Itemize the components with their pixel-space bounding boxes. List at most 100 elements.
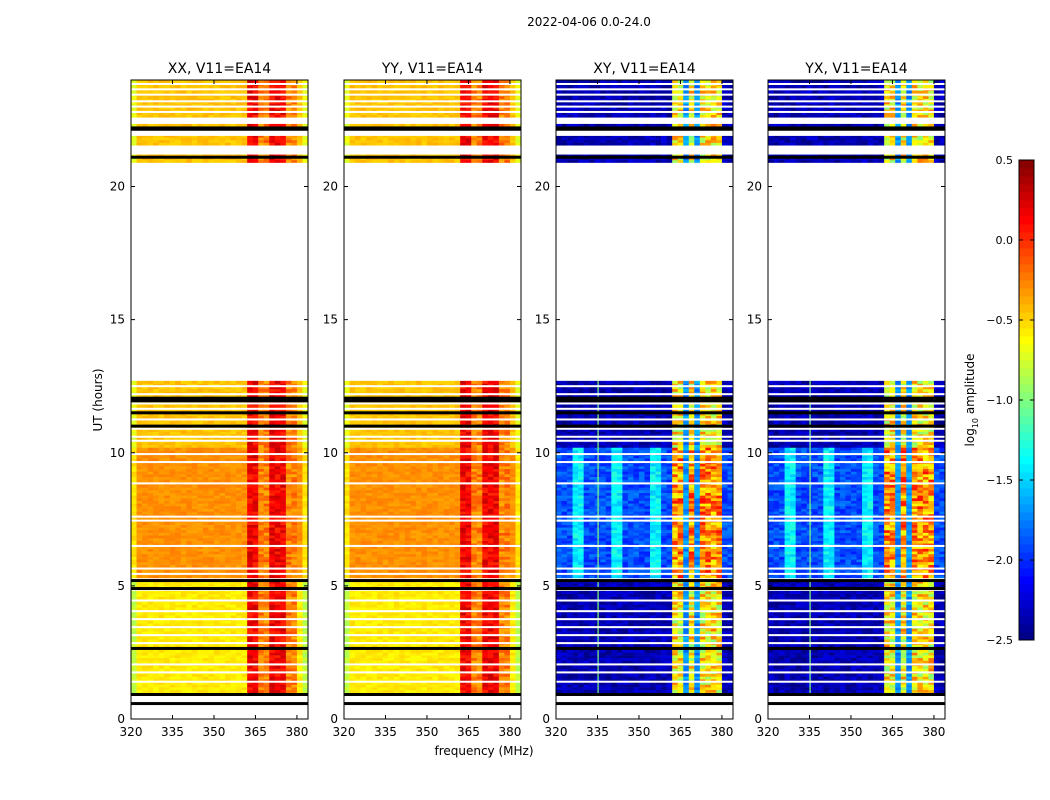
heatmap-cell bbox=[291, 556, 298, 560]
heatmap-cell bbox=[186, 655, 193, 659]
heatmap-cell bbox=[225, 569, 231, 573]
heatmap-cell bbox=[169, 639, 176, 643]
heatmap-cell bbox=[263, 490, 270, 493]
heatmap-cell bbox=[247, 137, 253, 141]
heatmap-cell bbox=[291, 90, 298, 94]
heatmap-cell bbox=[302, 114, 309, 118]
heatmap-cell bbox=[274, 668, 281, 672]
heatmap-cell bbox=[252, 109, 259, 113]
heatmap-cell bbox=[142, 679, 148, 683]
heatmap-cell bbox=[438, 657, 444, 661]
heatmap-cell bbox=[291, 655, 298, 659]
heatmap-cell bbox=[169, 615, 176, 619]
heatmap-cell bbox=[169, 431, 176, 435]
heatmap-cell bbox=[225, 676, 231, 680]
heatmap-cell bbox=[247, 490, 253, 493]
heatmap-cell bbox=[454, 676, 461, 680]
heatmap-cell bbox=[258, 444, 265, 448]
heatmap-cell bbox=[225, 620, 231, 624]
heatmap-cell bbox=[219, 521, 226, 525]
heatmap-cell bbox=[197, 428, 204, 432]
heatmap-cell bbox=[164, 543, 171, 547]
heatmap-cell bbox=[202, 604, 209, 608]
heatmap-cell bbox=[247, 508, 253, 512]
heatmap-cell bbox=[142, 604, 148, 608]
heatmap-cell bbox=[274, 511, 281, 515]
heatmap-cell bbox=[280, 676, 287, 680]
heatmap-cell bbox=[153, 679, 159, 683]
heatmap-cell bbox=[263, 575, 270, 579]
heatmap-cell bbox=[269, 583, 276, 587]
heatmap-cell bbox=[285, 492, 292, 496]
heatmap-cell bbox=[241, 111, 248, 115]
heatmap-cell bbox=[180, 561, 187, 565]
heatmap-cell bbox=[247, 527, 253, 531]
heatmap-cell bbox=[136, 548, 143, 552]
heatmap-cell bbox=[285, 388, 292, 392]
heatmap-cell bbox=[291, 684, 298, 688]
heatmap-cell bbox=[280, 471, 287, 475]
heatmap-cell bbox=[142, 484, 148, 488]
heatmap-cell bbox=[219, 668, 226, 672]
heatmap-cell bbox=[280, 466, 287, 470]
heatmap-cell bbox=[186, 394, 193, 398]
heatmap-cell bbox=[197, 498, 204, 501]
heatmap-cell bbox=[241, 492, 248, 496]
heatmap-cell bbox=[202, 601, 209, 605]
heatmap-cell bbox=[164, 90, 171, 94]
heatmap-cell bbox=[208, 561, 215, 565]
heatmap-cell bbox=[302, 388, 309, 392]
heatmap-cell bbox=[263, 553, 270, 557]
heatmap-cell bbox=[377, 684, 384, 688]
heatmap-cell bbox=[142, 458, 148, 462]
heatmap-cell bbox=[377, 687, 384, 691]
heatmap-cell bbox=[147, 474, 154, 478]
heatmap-cell bbox=[136, 689, 143, 693]
heatmap-cell bbox=[191, 604, 198, 608]
heatmap-cell bbox=[164, 559, 171, 563]
heatmap-cell bbox=[219, 442, 226, 446]
heatmap-cell bbox=[236, 543, 242, 547]
heatmap-cell bbox=[142, 540, 148, 544]
heatmap-cell bbox=[175, 476, 182, 480]
heatmap-cell bbox=[153, 623, 159, 627]
heatmap-cell bbox=[280, 639, 287, 643]
heatmap-cell bbox=[136, 442, 143, 446]
heatmap-cell bbox=[280, 524, 287, 528]
heatmap-cell bbox=[241, 521, 248, 525]
heatmap-cell bbox=[263, 535, 270, 539]
heatmap-cell bbox=[225, 564, 231, 568]
heatmap-cell bbox=[252, 604, 259, 608]
heatmap-cell bbox=[147, 135, 154, 138]
heatmap-cell bbox=[131, 479, 137, 483]
heatmap-cell bbox=[136, 673, 143, 677]
heatmap-cell bbox=[302, 444, 309, 448]
heatmap-cell bbox=[208, 540, 215, 544]
heatmap-cell bbox=[432, 673, 439, 677]
heatmap-cell bbox=[241, 631, 248, 635]
flag-line bbox=[131, 424, 308, 428]
heatmap-cell bbox=[482, 689, 489, 693]
heatmap-cell bbox=[208, 660, 215, 664]
heatmap-cell bbox=[147, 471, 154, 475]
heatmap-cell bbox=[213, 516, 220, 520]
heatmap-cell bbox=[247, 380, 253, 384]
heatmap-cell bbox=[153, 636, 159, 640]
heatmap-cell bbox=[296, 415, 303, 419]
heatmap-cell bbox=[296, 137, 303, 141]
heatmap-cell bbox=[291, 135, 298, 138]
heatmap-cell bbox=[225, 442, 231, 446]
heatmap-cell bbox=[191, 556, 198, 560]
heatmap-cell bbox=[153, 142, 159, 146]
heatmap-cell bbox=[142, 503, 148, 507]
heatmap-cell bbox=[263, 636, 270, 640]
heatmap-cell bbox=[208, 687, 215, 691]
heatmap-cell bbox=[302, 689, 309, 693]
heatmap-cell bbox=[285, 80, 292, 83]
heatmap-cell bbox=[269, 80, 276, 83]
heatmap-cell bbox=[225, 474, 231, 478]
heatmap-cell bbox=[180, 500, 187, 504]
heatmap-cell bbox=[274, 492, 281, 496]
heatmap-cell bbox=[241, 447, 248, 451]
heatmap-cell bbox=[213, 487, 220, 491]
